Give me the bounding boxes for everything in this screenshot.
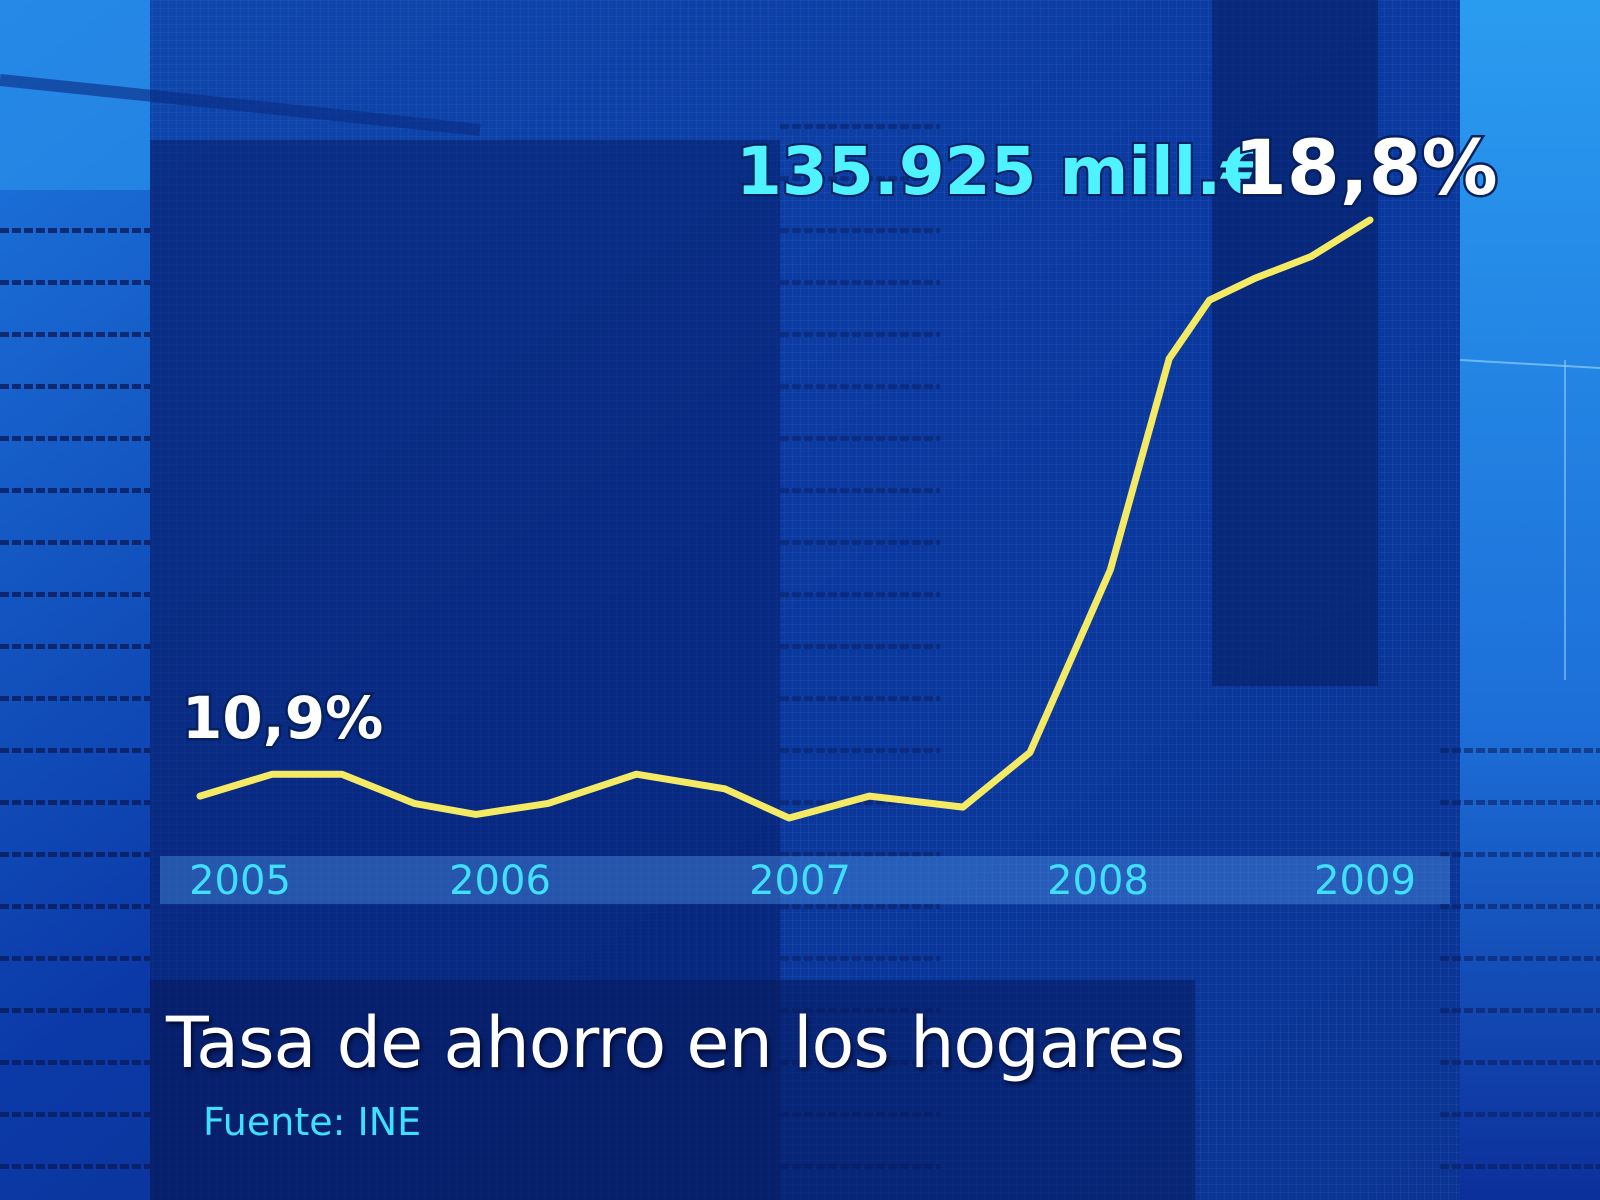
end-value-label: 18,8% [1234,123,1498,212]
data-point [786,815,793,821]
data-point [1308,253,1315,260]
data-point [721,785,728,792]
x-tick-label: 2006 [449,858,551,904]
data-point [338,771,345,778]
data-point [633,771,640,778]
data-point [472,811,479,818]
data-point [1026,749,1033,756]
data-point [545,800,552,807]
data-point [1251,275,1258,282]
x-tick-label: 2005 [189,858,291,904]
data-point [269,771,276,778]
data-point [1107,567,1114,574]
series-line [196,216,1374,822]
chart-title: Tasa de ahorro en los hogares [166,1002,1185,1084]
data-point [1367,217,1373,223]
data-point [960,804,967,811]
x-tick-label: 2008 [1047,858,1149,904]
x-tick-label: 2009 [1314,858,1416,904]
x-axis-ticks: 2005 2006 2007 2008 2009 [189,858,1416,904]
data-point [197,793,203,800]
data-points [197,217,1373,821]
data-point [1206,297,1213,304]
data-point [411,800,418,807]
start-value-label: 10,9% [182,684,383,752]
data-point [1166,355,1173,362]
data-point [866,793,873,800]
chart-source: Fuente: INE [203,1100,422,1144]
end-amount-label: 135.925 mill.€ [736,133,1267,210]
x-tick-label: 2007 [749,858,851,904]
